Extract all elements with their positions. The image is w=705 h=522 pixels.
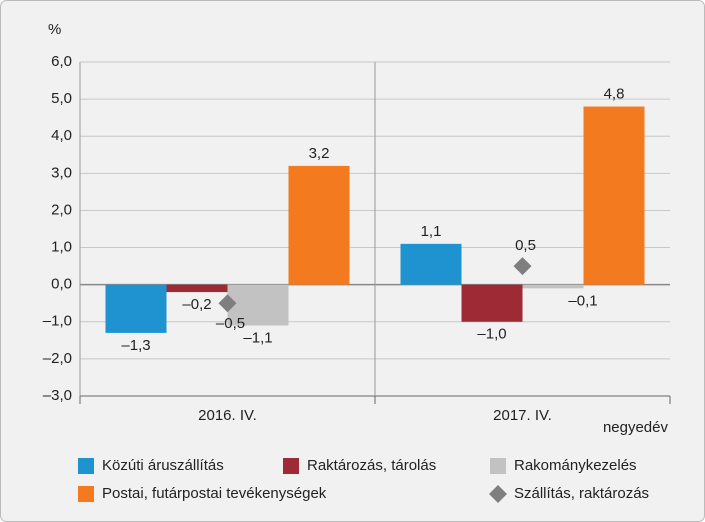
y-tick-label: 2,0 (51, 201, 72, 218)
y-tick-label: 0,0 (51, 276, 72, 293)
legend-label: Közúti áruszállítás (102, 457, 224, 474)
y-tick-label: –3,0 (43, 387, 72, 404)
legend-label: Rakománykezelés (514, 457, 637, 474)
data-label: –0,2 (182, 296, 211, 313)
legend-marker (489, 485, 507, 503)
data-label: –0,5 (216, 315, 245, 332)
y-tick-label: 3,0 (51, 164, 72, 181)
legend-swatch (283, 458, 299, 474)
data-label: 1,1 (421, 223, 442, 240)
y-tick-label: 5,0 (51, 90, 72, 107)
bar (400, 243, 462, 285)
bar (166, 284, 228, 293)
data-label: –1,3 (121, 337, 150, 354)
data-label: 0,5 (515, 237, 536, 254)
legend-label: Postai, futárpostai tevékenységek (102, 485, 327, 502)
legend-swatch (78, 458, 94, 474)
y-tick-label: –1,0 (43, 313, 72, 330)
y-tick-label: –2,0 (43, 350, 72, 367)
bar (522, 284, 584, 289)
y-tick-label: 6,0 (51, 53, 72, 70)
legend-label: Raktározás, tárolás (307, 457, 436, 474)
data-label: –1,0 (477, 326, 506, 343)
bar (583, 106, 645, 285)
marker (218, 294, 237, 313)
bar (105, 284, 167, 333)
legend-swatch (490, 458, 506, 474)
data-label: –1,1 (243, 329, 272, 346)
legend-label: Szállítás, raktározás (514, 485, 649, 502)
x-tick-label: 2016. IV. (198, 407, 257, 424)
y-tick-label: 1,0 (51, 239, 72, 256)
bar (227, 284, 289, 326)
marker (513, 257, 532, 276)
bar (288, 165, 350, 285)
x-axis-label: negyedév (603, 419, 669, 436)
data-label: 4,8 (604, 86, 625, 103)
x-tick-label: 2017. IV. (493, 407, 552, 424)
data-label: –0,1 (568, 292, 597, 309)
bar (461, 284, 523, 322)
y-axis-label: % (48, 21, 61, 38)
data-label: 3,2 (309, 145, 330, 162)
legend-swatch (78, 486, 94, 502)
y-tick-label: 4,0 (51, 127, 72, 144)
